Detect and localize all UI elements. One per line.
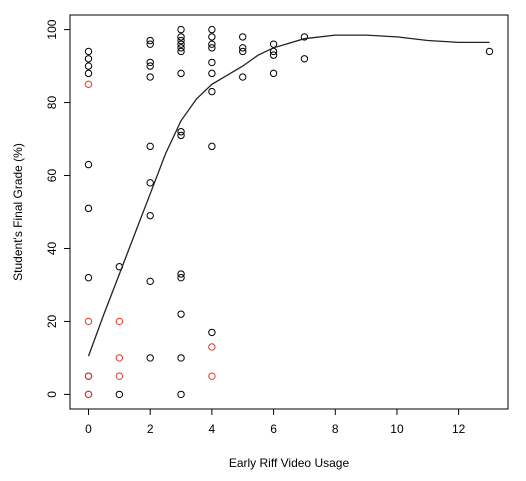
plot-frame [69,14,509,410]
data-point [208,328,216,337]
data-point [146,73,154,81]
data-point [84,273,93,282]
data-point [239,47,247,56]
data-point [239,33,247,41]
data-point [177,36,185,45]
data-point [84,62,93,70]
y-tick-label: 0 [45,391,59,398]
data-point [208,44,216,52]
data-point [269,69,278,78]
data-point [208,58,216,67]
y-tick-label: 80 [45,96,59,110]
data-point [115,390,124,399]
data-point [208,87,216,96]
data-point [84,47,93,56]
y-axis-title: Student's Final Grade (%) [11,143,25,281]
chart-marks [84,25,494,399]
data-point-red [84,80,93,89]
data-point-red [208,372,216,380]
data-point [84,55,93,63]
data-point [300,33,309,41]
data-point [177,310,185,318]
data-point [208,25,216,34]
data-point [177,273,185,282]
data-point [177,131,185,140]
data-point [300,55,309,63]
data-point [208,40,216,48]
y-tick-label: 100 [45,19,59,39]
data-point [177,390,185,399]
data-point [84,69,93,78]
data-point-red [115,317,124,326]
data-point [269,40,278,48]
data-point [239,73,247,81]
data-point [177,47,185,56]
data-point-red [84,317,93,326]
x-tick-label: 10 [390,422,404,436]
data-point [239,44,247,52]
chart-axes: 0 2 4 6 8 10 12 0 20 40 60 80 100 [45,19,466,436]
data-point [84,160,93,169]
data-point-red [208,343,216,351]
data-point [485,47,494,56]
data-point [146,58,154,67]
x-axis-title: Early Riff Video Usage [229,456,350,470]
data-point [146,36,154,45]
data-point [146,277,154,286]
data-point [177,25,185,34]
data-point [177,270,185,278]
y-tick-label: 20 [45,314,59,328]
data-point [146,62,154,70]
data-point [146,142,154,151]
data-point [177,69,185,78]
data-point-red [115,354,124,362]
y-tick-label: 40 [45,241,59,255]
data-point [177,33,185,41]
data-point-red [84,372,93,380]
data-point [269,51,278,59]
data-point [208,142,216,151]
x-tick-label: 0 [85,422,92,436]
data-point [208,69,216,78]
data-point [146,354,154,362]
x-tick-label: 2 [147,422,154,436]
data-point [177,40,185,48]
data-point [177,128,185,136]
data-point-red [115,372,124,380]
x-tick-label: 4 [209,422,216,436]
data-point [146,179,154,187]
data-point [146,211,154,220]
trend-curve [87,34,490,357]
x-tick-label: 6 [270,422,277,436]
data-point-red [84,390,93,399]
data-point [84,204,93,213]
y-tick-label: 60 [45,169,59,183]
x-tick-label: 8 [332,422,339,436]
x-tick-label: 12 [452,422,466,436]
data-point [177,354,185,362]
data-point [146,40,154,48]
data-point [177,44,185,52]
data-point [208,33,216,41]
